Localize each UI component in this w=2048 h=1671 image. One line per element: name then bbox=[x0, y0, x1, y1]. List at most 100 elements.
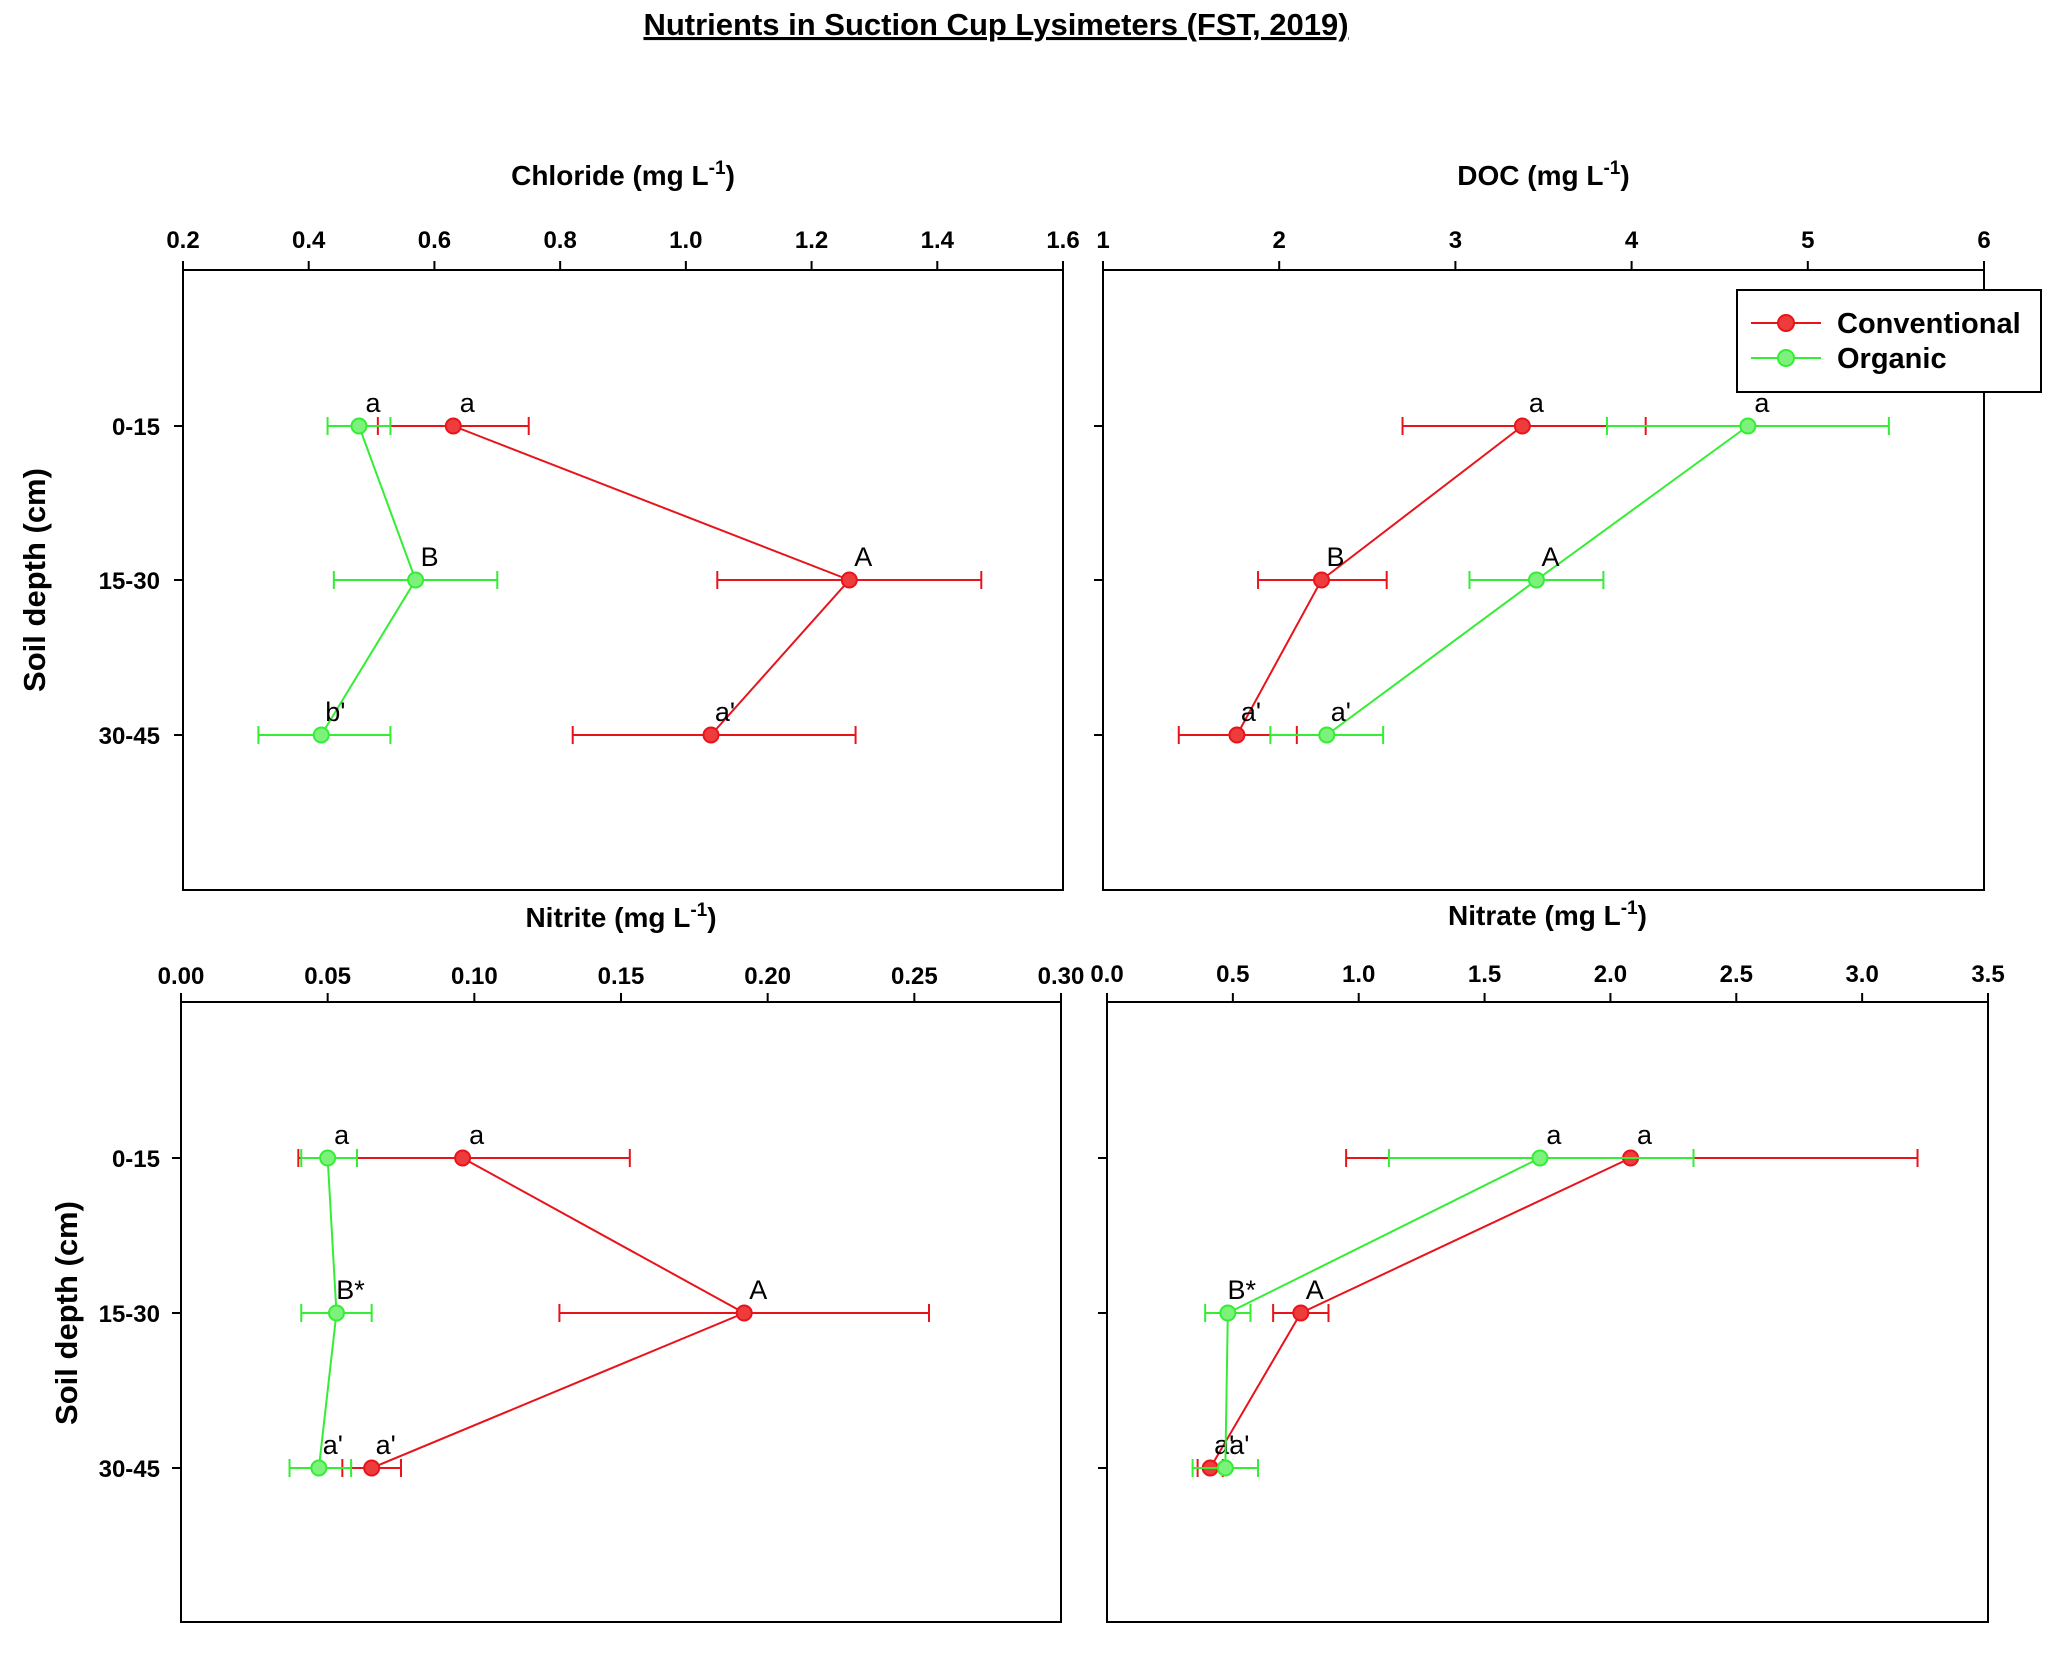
data-point bbox=[327, 1304, 345, 1322]
x-tick-label: 0.05 bbox=[304, 963, 351, 990]
data-point bbox=[444, 417, 462, 435]
legend-marker-organic bbox=[1777, 349, 1795, 367]
panel-4: Nitrate (mg L-1) 0.0 0.5 1.0 1.5 2.0 2.5 3.0 3.5… bbox=[1090, 898, 2005, 1623]
data-point bbox=[310, 1459, 328, 1477]
panel-2: DOC (mg L-1) 1 2 3 4 5 6 a Ba' a Aa' bbox=[1094, 158, 1991, 891]
significance-label: a bbox=[1754, 388, 1770, 418]
y-category-label: 30-45 bbox=[99, 1456, 160, 1483]
significance-label: B* bbox=[336, 1275, 365, 1305]
significance-label: a' bbox=[1214, 1430, 1234, 1460]
data-point bbox=[1513, 417, 1531, 435]
series-organic: a Aa' bbox=[1269, 388, 1890, 744]
data-point bbox=[454, 1149, 472, 1167]
x-tick-label: 6 bbox=[1977, 227, 1990, 254]
y-category-label: 15-30 bbox=[99, 1301, 160, 1328]
x-axis-title-tail: ) bbox=[707, 902, 716, 933]
x-tick-label: 0.2 bbox=[166, 227, 199, 254]
y-category-label: 0-15 bbox=[112, 414, 160, 441]
panel-1: Chloride (mg L-1) 0.2 0.4 0.6 0.8 1.0 1.2 1.4 1.… bbox=[17, 158, 1080, 891]
y-category-label: 15-30 bbox=[99, 568, 160, 595]
significance-label: B bbox=[1326, 542, 1344, 572]
significance-label: B bbox=[421, 542, 439, 572]
data-point bbox=[1531, 1149, 1549, 1167]
x-tick-label: 3.5 bbox=[1971, 961, 2004, 988]
data-point bbox=[840, 571, 858, 589]
x-tick-label: 1.6 bbox=[1046, 227, 1079, 254]
data-point bbox=[350, 417, 368, 435]
x-axis-title-main: Chloride (mg L bbox=[511, 160, 709, 191]
significance-label: A bbox=[854, 542, 872, 572]
x-tick-label: 0.00 bbox=[158, 963, 205, 990]
x-tick-label: 1 bbox=[1096, 227, 1109, 254]
data-point bbox=[1228, 726, 1246, 744]
significance-label: a' bbox=[1331, 697, 1351, 727]
x-axis-title-tail: ) bbox=[726, 160, 735, 191]
x-tick-label: 1.2 bbox=[795, 227, 828, 254]
y-axis-title: Soil depth (cm) bbox=[49, 1201, 84, 1425]
data-point bbox=[1739, 417, 1757, 435]
data-point bbox=[1216, 1459, 1234, 1477]
x-tick-label: 0.15 bbox=[598, 963, 645, 990]
series-conventional: a Aa' bbox=[376, 388, 983, 744]
x-tick-label: 0.8 bbox=[543, 227, 576, 254]
data-point bbox=[312, 726, 330, 744]
x-tick-label: 2 bbox=[1273, 227, 1286, 254]
series-organic: a B* a' bbox=[1191, 1120, 1695, 1477]
data-point bbox=[319, 1149, 337, 1167]
x-axis-title-sup: -1 bbox=[1621, 898, 1638, 919]
significance-label: a' bbox=[1241, 697, 1261, 727]
series-organic: a B* a' bbox=[288, 1120, 373, 1477]
panel-3: Nitrite (mg L-1) 0.00 0.05 0.10 0.15 0.20 0.25… bbox=[49, 900, 1085, 1623]
data-point bbox=[1318, 726, 1336, 744]
significance-label: B* bbox=[1228, 1275, 1257, 1305]
x-tick-label: 0.20 bbox=[744, 963, 791, 990]
x-axis-title-sup: -1 bbox=[690, 900, 707, 921]
series-conventional: a Aa' bbox=[1196, 1120, 1919, 1477]
x-tick-label: 3.0 bbox=[1845, 961, 1878, 988]
significance-label: A bbox=[1541, 542, 1559, 572]
x-axis-title-main: DOC (mg L bbox=[1457, 160, 1603, 191]
series-organic: a Bb' bbox=[257, 388, 499, 744]
data-point bbox=[702, 726, 720, 744]
data-point bbox=[735, 1304, 753, 1322]
x-axis-title: Nitrite (mg L-1) bbox=[525, 900, 716, 933]
legend: Conventional Organic bbox=[1736, 289, 2042, 393]
x-tick-label: 0.4 bbox=[292, 227, 326, 254]
data-point bbox=[363, 1459, 381, 1477]
significance-label: b' bbox=[325, 697, 345, 727]
x-axis-title-sup: -1 bbox=[709, 158, 726, 179]
data-point bbox=[1219, 1304, 1237, 1322]
significance-label: a' bbox=[376, 1430, 396, 1460]
legend-label-conventional: Conventional bbox=[1837, 308, 2021, 340]
data-point bbox=[1292, 1304, 1310, 1322]
data-point bbox=[407, 571, 425, 589]
y-category-label: 30-45 bbox=[99, 723, 160, 750]
x-tick-label: 4 bbox=[1625, 227, 1639, 254]
x-axis-title-tail: ) bbox=[1620, 160, 1629, 191]
series-conventional: a Ba' bbox=[1177, 388, 1647, 744]
x-tick-label: 1.5 bbox=[1468, 961, 1501, 988]
figure-title: Nutrients in Suction Cup Lysimeters (FST… bbox=[643, 7, 1348, 42]
x-tick-label: 2.0 bbox=[1594, 961, 1627, 988]
x-tick-label: 3 bbox=[1449, 227, 1462, 254]
legend-box bbox=[1736, 289, 2042, 393]
x-tick-label: 1.0 bbox=[1342, 961, 1375, 988]
x-tick-label: 1.4 bbox=[921, 227, 955, 254]
significance-label: a bbox=[334, 1120, 350, 1150]
significance-label: a bbox=[460, 388, 476, 418]
y-category-label: 0-15 bbox=[112, 1146, 160, 1173]
x-tick-label: 0.30 bbox=[1038, 963, 1085, 990]
x-axis-title-sup: -1 bbox=[1603, 158, 1620, 179]
x-axis-title: DOC (mg L-1) bbox=[1457, 158, 1629, 191]
significance-label: A bbox=[1306, 1275, 1324, 1305]
x-axis-title-main: Nitrate (mg L bbox=[1448, 900, 1621, 931]
significance-label: a bbox=[1546, 1120, 1562, 1150]
data-point bbox=[1312, 571, 1330, 589]
significance-label: a' bbox=[715, 697, 735, 727]
panels: Chloride (mg L-1)0.2 0.4 0.6 0.8 1.0 1.2 1.4 1.… bbox=[17, 158, 2005, 1623]
x-tick-label: 0.10 bbox=[451, 963, 498, 990]
x-axis-title-main: Nitrite (mg L bbox=[525, 902, 690, 933]
x-tick-label: 1.0 bbox=[669, 227, 702, 254]
data-point bbox=[1527, 571, 1545, 589]
